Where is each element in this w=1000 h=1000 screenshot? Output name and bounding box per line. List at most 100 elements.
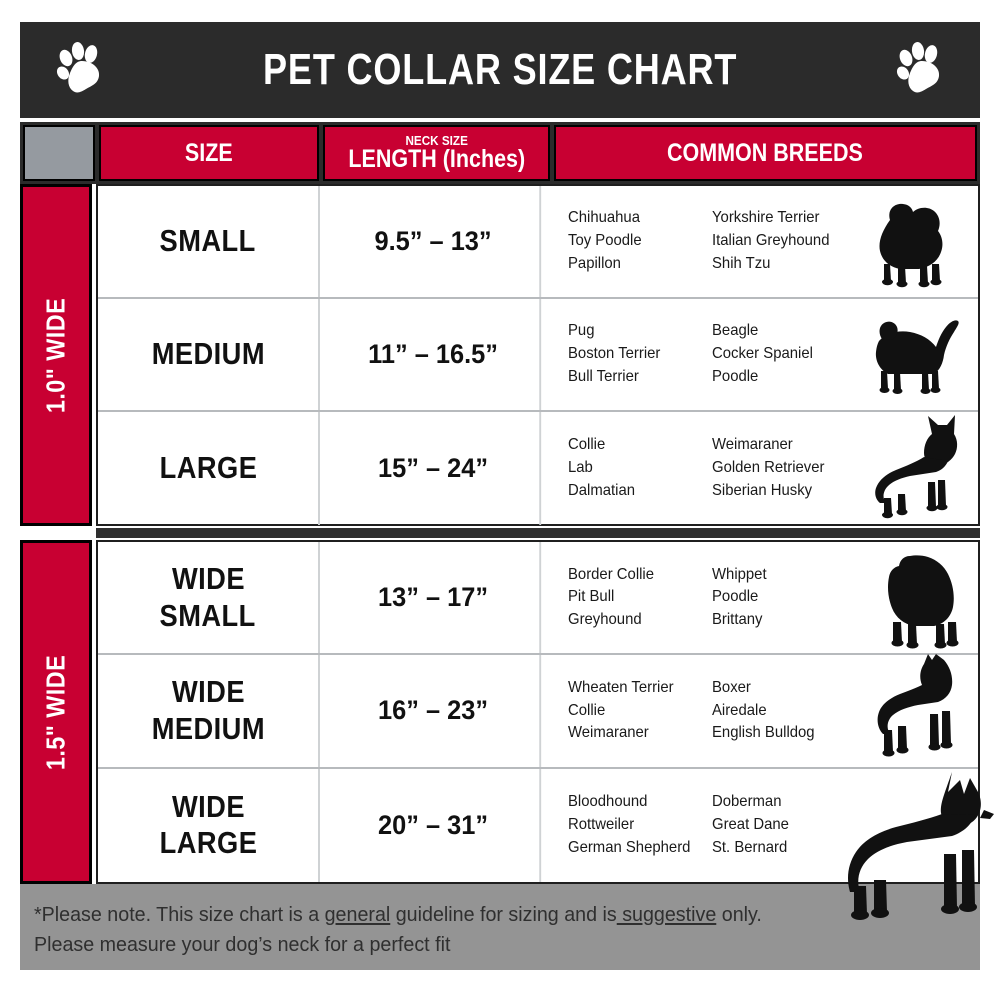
cell-size: MEDIUM <box>98 299 320 410</box>
table-row: LARGE 15” – 24” Collie Lab Dalmatian Wei… <box>98 412 978 525</box>
table-row: MEDIUM 11” – 16.5” Pug Boston Terrier Bu… <box>98 299 978 412</box>
cell-size: SMALL <box>98 186 320 297</box>
paw-print-icon <box>894 42 946 98</box>
length-value: 15” – 24” <box>378 453 489 483</box>
footer-note: *Please note. This size chart is a gener… <box>20 884 980 970</box>
breed-list-column-2: Doberman Great Dane St. Bernard <box>712 791 852 859</box>
table-body: 1.0" WIDE 1.5" WIDE SMALL 9.5” – 13” <box>20 184 980 884</box>
header-banner: PET COLLAR SIZE CHART <box>20 22 980 118</box>
cell-size: WIDE MEDIUM <box>98 655 320 767</box>
breed-item: Toy Poodle <box>568 232 642 250</box>
footer-text-c: only. <box>716 903 762 926</box>
cell-size: WIDE SMALL <box>98 542 320 654</box>
cell-breeds: Collie Lab Dalmatian Weimaraner Golden R… <box>548 412 978 525</box>
breed-list-column-1: Chihuahua Toy Poodle Papillon <box>568 207 702 275</box>
size-label-line-2: LARGE <box>159 825 257 861</box>
footer-line-1: *Please note. This size chart is a gener… <box>34 900 929 930</box>
table-row: WIDE MEDIUM 16” – 23” Wheaten Terrier Co… <box>98 653 978 769</box>
breed-item: Border Collie <box>568 565 655 583</box>
cell-length: 9.5” – 13” <box>327 186 542 297</box>
size-label: SMALL <box>159 223 257 259</box>
footer-underline-general: general <box>324 903 391 926</box>
breed-list-column-1: Border Collie Pit Bull Greyhound <box>568 564 702 632</box>
breed-list-column-2: Whippet Poodle Brittany <box>712 564 852 632</box>
breed-item: Cocker Spaniel <box>712 345 813 363</box>
breed-item: Shih Tzu <box>712 254 771 272</box>
breed-item: Poodle <box>712 367 759 385</box>
cell-size: WIDE LARGE <box>98 768 320 882</box>
length-value: 13” – 17” <box>378 582 489 613</box>
size-chart-table: SIZE NECK SIZE LENGTH (Inches) COMMON BR… <box>20 122 980 884</box>
breed-item: Collie <box>568 436 606 454</box>
footer-text-a: *Please note. This size chart is a <box>34 903 325 926</box>
cell-length: 11” – 16.5” <box>327 299 542 410</box>
size-label-line-1: WIDE <box>171 561 245 597</box>
breed-list-column-2: Beagle Cocker Spaniel Poodle <box>712 320 852 388</box>
breed-item: Lab <box>568 459 593 477</box>
cell-size: LARGE <box>98 412 320 525</box>
breed-list-column-2: Boxer Airedale English Bulldog <box>712 677 852 745</box>
breed-item: Airedale <box>712 701 767 719</box>
breed-item: Weimaraner <box>568 724 649 742</box>
breed-list-column-1: Bloodhound Rottweiler German Shepherd <box>568 791 702 859</box>
column-header-size: SIZE <box>98 125 320 181</box>
breed-item: Great Dane <box>712 815 789 833</box>
breed-item: Beagle <box>712 322 759 340</box>
cell-breeds: Pug Boston Terrier Bull Terrier Beagle C… <box>548 299 978 410</box>
breed-list-column-1: Collie Lab Dalmatian <box>568 434 702 502</box>
breed-item: Papillon <box>568 254 621 272</box>
breed-item: Collie <box>568 701 606 719</box>
cell-breeds: Wheaten Terrier Collie Weimaraner Boxer … <box>548 653 978 766</box>
column-header-length-label: LENGTH (Inches) <box>348 144 525 173</box>
size-label: LARGE <box>159 450 257 486</box>
breed-item: Doberman <box>712 793 782 811</box>
cell-length: 20” – 31” <box>327 768 542 882</box>
breed-item: Pit Bull <box>568 588 615 606</box>
breed-item: Dalmatian <box>568 481 635 499</box>
cell-breeds: Border Collie Pit Bull Greyhound Whippet… <box>548 542 978 653</box>
cell-length: 16” – 23” <box>327 655 542 767</box>
breed-list-column-1: Wheaten Terrier Collie Weimaraner <box>568 677 702 745</box>
size-label-line-1: WIDE <box>171 788 245 824</box>
breed-list-column-1: Pug Boston Terrier Bull Terrier <box>568 320 702 388</box>
section-label-bar-1-5-inch: 1.5" WIDE <box>20 540 92 884</box>
breed-item: Yorkshire Terrier <box>712 209 820 227</box>
breed-item: English Bulldog <box>712 724 815 742</box>
table-row: WIDE SMALL 13” – 17” Border Collie Pit B… <box>98 542 978 656</box>
column-header-size-label: SIZE <box>184 138 233 167</box>
breed-item: St. Bernard <box>712 838 788 856</box>
size-label-line-2: SMALL <box>159 597 257 633</box>
breed-item: Siberian Husky <box>712 481 813 499</box>
column-header-length-sublabel: NECK SIZE <box>405 132 468 148</box>
breed-item: Wheaten Terrier <box>568 678 674 696</box>
breed-item: Poodle <box>712 588 759 606</box>
breed-item: German Shepherd <box>568 838 691 856</box>
length-value: 9.5” – 13” <box>374 226 492 256</box>
breed-item: Bull Terrier <box>568 367 639 385</box>
breed-item: Italian Greyhound <box>712 232 830 250</box>
table-header-corner-cell <box>23 125 95 181</box>
section-label-bar-1-inch: 1.0" WIDE <box>20 184 92 526</box>
size-label-line-2: MEDIUM <box>151 710 265 746</box>
size-label-line-1: WIDE <box>171 674 245 710</box>
cell-breeds: Bloodhound Rottweiler German Shepherd Do… <box>548 769 978 882</box>
breed-item: Greyhound <box>568 611 642 628</box>
column-header-length: NECK SIZE LENGTH (Inches) <box>323 125 550 181</box>
breed-item: Boston Terrier <box>568 345 661 363</box>
table-header-row: SIZE NECK SIZE LENGTH (Inches) COMMON BR… <box>20 122 980 184</box>
length-value: 20” – 31” <box>378 809 489 840</box>
breed-item: Whippet <box>712 565 767 583</box>
section-label-text: 1.5" WIDE <box>40 654 71 770</box>
table-row: WIDE LARGE 20” – 31” Bloodhound Rottweil… <box>98 768 978 882</box>
length-value: 16” – 23” <box>378 695 489 726</box>
breed-item: Chihuahua <box>568 209 640 227</box>
breed-item: Weimaraner <box>712 436 793 454</box>
cell-breeds: Chihuahua Toy Poodle Papillon Yorkshire … <box>548 186 978 297</box>
footer-line-2: Please measure your dog’s neck for a per… <box>34 932 451 956</box>
size-label: MEDIUM <box>151 336 265 372</box>
breed-item: Pug <box>568 322 595 340</box>
breed-item: Boxer <box>712 678 751 696</box>
column-header-breeds: COMMON BREEDS <box>553 125 977 181</box>
breed-item: Golden Retriever <box>712 459 825 477</box>
